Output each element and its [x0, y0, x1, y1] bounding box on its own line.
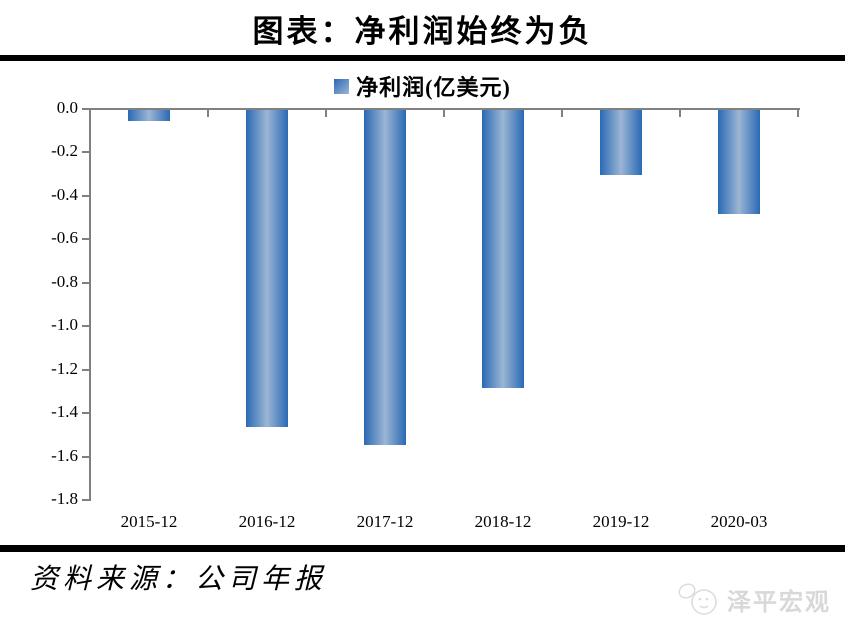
y-axis-tick: [82, 238, 90, 241]
bar-2016-12: [246, 110, 288, 428]
x-axis-tick: [89, 110, 91, 117]
y-axis-tick: [82, 455, 90, 458]
y-axis-label: -1.4: [51, 402, 78, 422]
chart-legend: 净利润(亿美元): [0, 70, 845, 102]
source-note: 资料来源：公司年报: [30, 564, 328, 595]
x-axis-tick: [325, 110, 327, 117]
x-axis-tick: [443, 110, 445, 117]
watermark-text: 泽平宏观: [727, 589, 831, 616]
legend-label: 净利润(亿美元): [356, 75, 511, 100]
zeping-macro-logo-icon: [678, 583, 717, 615]
y-axis-tick: [82, 108, 90, 110]
y-axis-label: -0.6: [51, 228, 78, 248]
x-axis-label: 2020-03: [710, 512, 768, 531]
footer-divider-line: [0, 545, 845, 552]
x-axis-label: 2019-12: [592, 512, 650, 531]
y-axis-tick: [82, 151, 90, 154]
y-axis-label: -1.2: [51, 358, 78, 378]
x-axis-label: 2016-12: [238, 512, 296, 531]
x-axis-tick: [797, 110, 799, 117]
bar-2020-03: [718, 110, 760, 215]
y-axis-label: -1.6: [51, 445, 78, 465]
x-axis-label: 2017-12: [356, 512, 414, 531]
y-axis-tick: [82, 194, 90, 197]
x-axis-zero-line: [90, 108, 800, 110]
title-divider-line: [0, 55, 845, 61]
y-axis-label: -0.4: [51, 184, 78, 204]
x-axis-tick: [561, 110, 563, 117]
y-axis-label: -0.2: [51, 141, 78, 161]
x-axis-label: 2018-12: [474, 512, 532, 531]
bar-2019-12: [600, 110, 642, 176]
y-axis-label: 0.0: [56, 98, 78, 117]
y-axis-tick: [82, 368, 90, 371]
x-axis-tick: [207, 110, 209, 117]
y-axis-tick: [82, 281, 90, 284]
chart-title: 图表：净利润始终为负: [252, 14, 593, 49]
watermark: 泽平宏观: [677, 580, 831, 618]
bar-2015-12: [128, 110, 170, 121]
y-axis-label: -1.8: [51, 489, 78, 508]
x-axis-tick: [679, 110, 681, 117]
bar-2018-12: [482, 110, 524, 389]
x-axis-label: 2015-12: [120, 512, 178, 531]
legend-swatch-icon: [334, 78, 350, 94]
y-axis-label: -1.0: [51, 315, 78, 335]
bar-2017-12: [364, 110, 406, 445]
y-axis-tick: [82, 412, 90, 415]
y-axis-label: -0.8: [51, 271, 78, 291]
y-axis-line: [89, 108, 91, 501]
y-axis-tick: [82, 325, 90, 328]
y-axis-tick: [82, 499, 90, 501]
